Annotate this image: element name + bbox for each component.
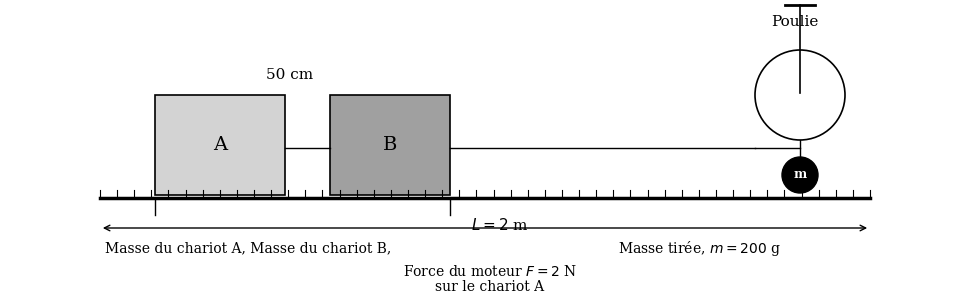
Text: Poulie: Poulie [771,15,818,29]
Text: B: B [382,136,397,154]
Text: A: A [213,136,227,154]
Text: $L = 2$ m: $L = 2$ m [470,217,528,233]
Bar [155,95,285,195]
Text: Masse du chariot A, Masse du chariot B,: Masse du chariot A, Masse du chariot B, [105,241,391,255]
Text: 50 cm: 50 cm [266,68,313,82]
Text: Masse tirée, $m = 200$ g: Masse tirée, $m = 200$ g [617,238,780,258]
Circle shape [781,157,818,193]
Circle shape [754,50,844,140]
Text: m: m [792,168,806,181]
Text: sur le chariot A: sur le chariot A [435,280,544,294]
Bar [330,95,450,195]
Text: Force du moteur $F = 2$ N: Force du moteur $F = 2$ N [403,265,577,279]
